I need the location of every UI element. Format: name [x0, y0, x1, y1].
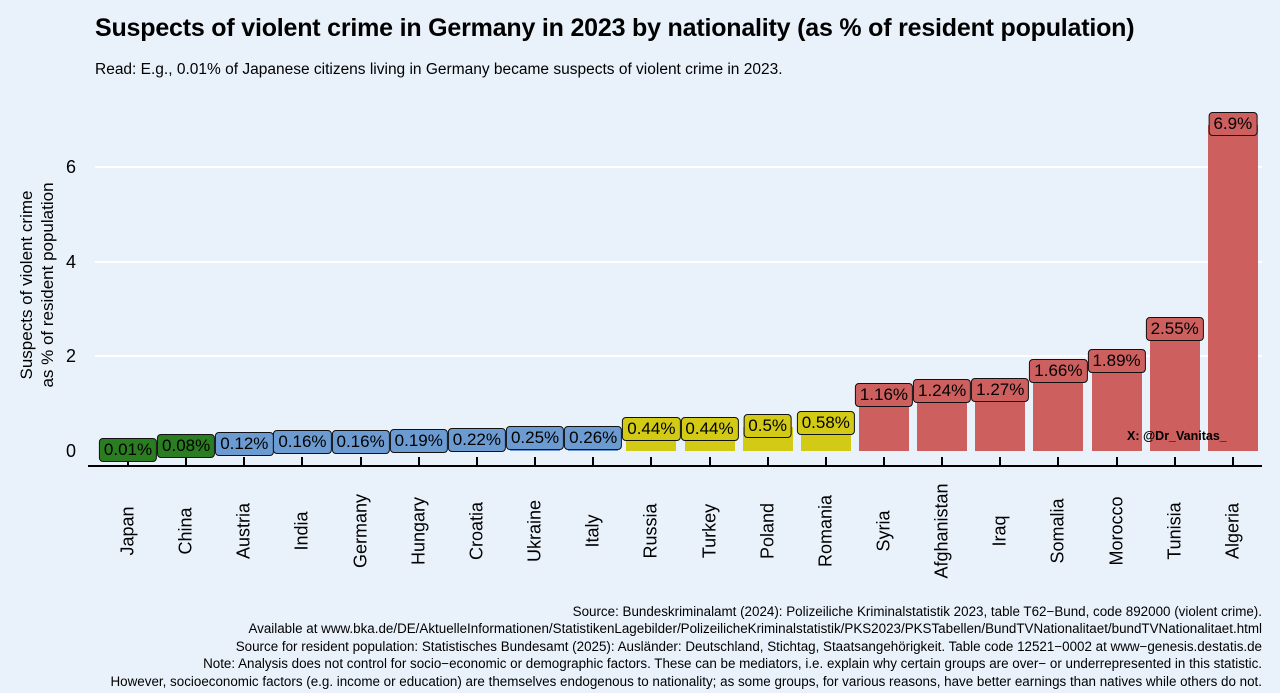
x-tick-turkey	[708, 457, 711, 465]
x-axis-label-turkey: Turkey	[699, 503, 719, 559]
y-tick-label-4: 4	[65, 252, 76, 272]
x-tick-romania	[824, 457, 827, 465]
footer-line-available-at: Available at www.bka.de/DE/AktuelleInfor…	[248, 621, 1262, 637]
watermark: X: @Dr_Vanitas_	[1127, 429, 1227, 443]
x-axis-label-syria: Syria	[873, 510, 894, 552]
y-tick-label-0: 0	[65, 441, 76, 461]
bar-tunisia	[1149, 330, 1200, 451]
x-tick-croatia	[475, 457, 478, 465]
value-label-poland: 0.5%	[743, 414, 793, 439]
x-axis-label-romania: Romania	[815, 494, 836, 568]
value-label-iraq: 1.27%	[971, 377, 1030, 402]
x-tick-tunisia	[1173, 457, 1176, 465]
footer-line-source-population: Source for resident population: Statisti…	[235, 638, 1262, 654]
value-label-china: 0.08%	[157, 434, 216, 459]
x-axis-label-somalia: Somalia	[1047, 498, 1068, 564]
value-label-romania: 0.58%	[796, 410, 855, 435]
value-label-italy: 0.26%	[564, 425, 623, 450]
gridline-y6	[95, 166, 1262, 169]
x-axis-label-croatia: Croatia	[466, 501, 487, 561]
value-label-germany: 0.16%	[331, 430, 390, 455]
chart-subtitle: Read: E.g., 0.01% of Japanese citizens l…	[95, 61, 783, 78]
x-tick-hungary	[417, 457, 420, 465]
value-label-croatia: 0.22%	[447, 427, 506, 452]
x-axis-label-algeria: Algeria	[1222, 502, 1243, 560]
value-label-hungary: 0.19%	[389, 429, 448, 453]
x-axis-line	[88, 465, 1262, 467]
x-tick-iraq	[999, 457, 1002, 465]
x-axis-label-austria: Austria	[233, 502, 254, 560]
bar-algeria	[1207, 124, 1258, 451]
y-tick-label-6: 6	[65, 157, 76, 177]
value-label-austria: 0.12%	[215, 432, 274, 457]
x-tick-germany	[359, 457, 362, 465]
gridline-y4	[95, 260, 1262, 263]
x-tick-russia	[650, 457, 653, 465]
x-axis-label-morocco: Morocco	[1106, 496, 1127, 566]
footer-notes: Source: Bundeskriminalamt (2024): Polize…	[111, 603, 1262, 690]
value-label-syria: 1.16%	[854, 383, 914, 408]
chart-title: Suspects of violent crime in Germany in …	[95, 14, 1135, 42]
x-tick-austria	[243, 457, 246, 465]
x-axis-label-india: India	[291, 511, 312, 551]
bar-somalia	[1033, 372, 1084, 451]
x-axis-label-italy: Italy	[582, 514, 603, 548]
x-tick-china	[185, 457, 188, 465]
x-tick-algeria	[1231, 457, 1234, 465]
value-label-ukraine: 0.25%	[505, 426, 565, 451]
footer-line-source-crime: Source: Bundeskriminalamt (2024): Polize…	[572, 603, 1262, 619]
x-axis-label-ukraine: Ukraine	[524, 499, 545, 563]
x-tick-morocco	[1115, 457, 1118, 465]
x-axis-label-china: China	[175, 507, 196, 555]
x-axis-label-iraq: Iraq	[989, 515, 1010, 547]
x-tick-somalia	[1057, 457, 1060, 465]
value-label-afghanistan: 1.24%	[912, 379, 972, 404]
x-axis-label-japan: Japan	[117, 506, 138, 556]
x-tick-poland	[766, 457, 769, 465]
x-axis-label-afghanistan: Afghanistan	[931, 483, 952, 579]
value-label-japan: 0.01%	[98, 437, 158, 462]
x-axis-label-tunisia: Tunisia	[1164, 502, 1185, 560]
x-tick-ukraine	[534, 457, 537, 465]
bar-morocco	[1091, 361, 1142, 451]
footer-line-note: Note: Analysis does not control for soci…	[203, 656, 1262, 672]
x-tick-india	[301, 457, 304, 465]
x-tick-syria	[882, 457, 885, 465]
x-tick-italy	[592, 457, 595, 465]
value-label-india: 0.16%	[273, 430, 332, 455]
x-axis-label-russia: Russia	[640, 503, 661, 559]
value-label-algeria: 6.9%	[1208, 111, 1258, 136]
x-axis-label-poland: Poland	[757, 502, 778, 560]
footer-line-note-2: However, socioeconomic factors (e.g. inc…	[110, 673, 1262, 689]
x-axis-label-germany: Germany	[350, 493, 371, 569]
x-tick-afghanistan	[941, 457, 944, 465]
value-label-turkey: 0.44%	[680, 417, 739, 442]
gridline-y2	[95, 355, 1262, 358]
value-label-russia: 0.44%	[622, 417, 681, 442]
value-label-somalia: 1.66%	[1029, 359, 1088, 384]
value-label-tunisia: 2.55%	[1145, 317, 1204, 342]
x-axis-label-hungary: Hungary	[408, 496, 429, 566]
value-label-morocco: 1.89%	[1087, 348, 1146, 373]
y-tick-label-2: 2	[65, 346, 76, 366]
